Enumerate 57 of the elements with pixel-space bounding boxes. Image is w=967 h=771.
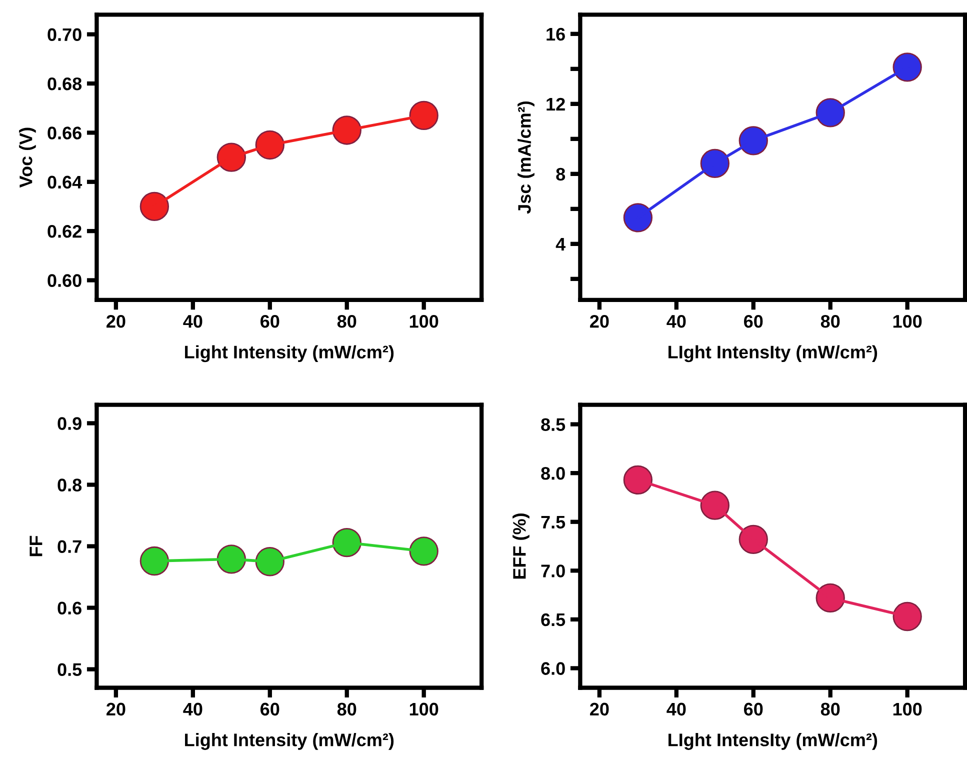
x-tick-label: 100 — [410, 314, 438, 328]
point — [892, 52, 922, 82]
y-tick-label: 0.8 — [58, 478, 82, 492]
x-tick-label: 100 — [893, 314, 922, 328]
point — [892, 602, 922, 632]
y-tick-label: 0.60 — [48, 274, 82, 287]
x-axis-title: LIght IntensIty (mW/cm²) — [668, 345, 878, 362]
y-tick-label: 0.6 — [58, 602, 82, 614]
x-tick-label: 80 — [820, 702, 840, 716]
y-tick-label: 7.5 — [541, 516, 566, 529]
y-tick-label: 8 — [556, 168, 566, 181]
y-tick-label: 8.5 — [541, 418, 566, 432]
y-tick-label: 6.0 — [541, 662, 565, 675]
y-tick-label: 0.68 — [48, 77, 82, 90]
y-tick-label: 7.0 — [541, 564, 565, 578]
y-tick-label: 0.64 — [48, 176, 82, 189]
x-tick-label: 40 — [183, 314, 202, 328]
x-tick-label: 60 — [260, 314, 280, 328]
y-tick-label: 8.0 — [541, 467, 565, 480]
point — [409, 100, 438, 130]
y-tick-label: 0.66 — [48, 126, 82, 140]
x-axis-title: Light Intensity (mW/cm²) — [185, 733, 394, 750]
x-tick-label: 80 — [820, 314, 840, 328]
x-tick-label: 20 — [590, 702, 609, 716]
y-tick-label: 0.5 — [58, 663, 82, 676]
x-tick-label: 60 — [744, 314, 763, 328]
x-axis-title: Light Intensity (mW/cm²) — [185, 345, 394, 362]
x-tick-label: 100 — [410, 702, 438, 716]
y-tick-label: 0.70 — [48, 28, 82, 42]
x-tick-label: 80 — [337, 702, 356, 716]
y-axis-title: EFF (%) — [512, 514, 530, 579]
y-axis-title: FF — [30, 536, 42, 556]
y-tick-label: 12 — [546, 98, 565, 110]
x-tick-label: 40 — [666, 702, 686, 716]
x-tick-label: 20 — [590, 314, 609, 328]
y-tick-label: 0.62 — [48, 224, 82, 238]
y-tick-label: 16 — [546, 28, 565, 41]
x-tick-label: 80 — [337, 314, 356, 328]
x-tick-label: 20 — [106, 314, 126, 328]
x-tick-label: 60 — [260, 702, 280, 716]
y-tick-label: 4 — [556, 238, 566, 250]
point — [623, 465, 653, 494]
y-tick-label: 6.5 — [541, 613, 566, 626]
x-tick-label: 40 — [666, 314, 686, 328]
y-axis-title: Voc (V) — [19, 128, 36, 188]
point — [623, 203, 653, 232]
y-tick-label: 0.9 — [58, 417, 82, 430]
y-tick-label: 0.7 — [58, 540, 82, 553]
x-tick-label: 20 — [106, 702, 126, 716]
point — [140, 546, 170, 576]
y-axis-title: Jsc (mA/cm²) — [518, 101, 534, 214]
x-tick-label: 60 — [744, 702, 763, 716]
x-tick-label: 40 — [183, 702, 202, 716]
x-tick-label: 100 — [893, 702, 922, 716]
x-axis-title: LIght IntensIty (mW/cm²) — [668, 733, 878, 750]
point — [140, 192, 170, 222]
point — [409, 536, 438, 566]
